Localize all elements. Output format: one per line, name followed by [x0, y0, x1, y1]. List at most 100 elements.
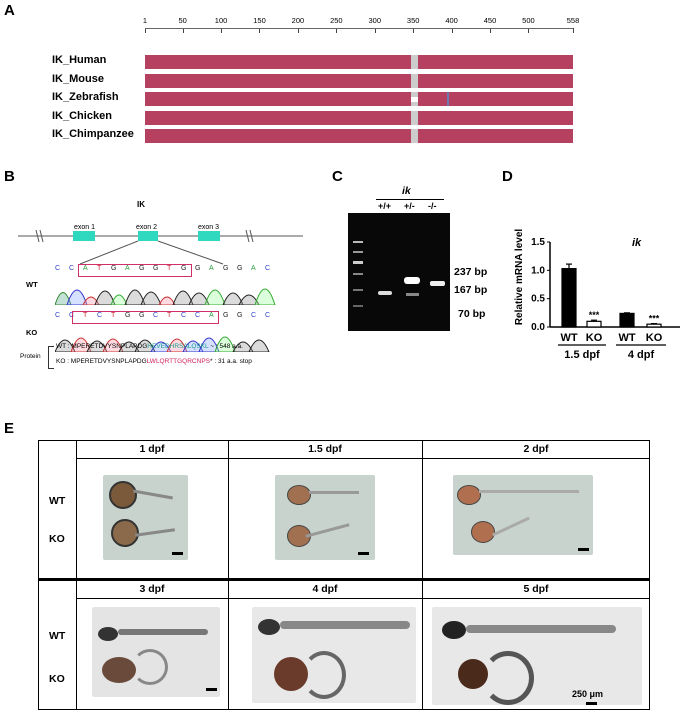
alignment-gap — [411, 92, 418, 106]
sequence-base: G — [223, 265, 229, 272]
ko-protein-suffix: * : 31 a.a. stop — [210, 358, 252, 365]
panel-label-c: C — [332, 168, 343, 185]
sequence-base: G — [181, 265, 187, 272]
x-category-label: KO — [586, 332, 603, 344]
ruler-tick — [451, 28, 453, 33]
y-axis-label: Relative mRNA level — [514, 229, 525, 326]
ruler-tick — [182, 28, 184, 33]
sequence-base: T — [97, 265, 102, 272]
row-ko-top: KO — [49, 533, 65, 545]
alignment-bar — [145, 129, 573, 143]
sequence-base: A — [251, 265, 256, 272]
sequence-base: A — [209, 312, 214, 319]
ruler-tick — [336, 28, 338, 33]
gene-name-label: IK — [137, 200, 145, 209]
sequence-base: T — [83, 312, 88, 319]
gel-image — [348, 213, 450, 331]
ruler-tick-label: 200 — [291, 16, 305, 25]
sequence-base: A — [125, 265, 130, 272]
embryo-image-5dpf — [432, 607, 642, 705]
species-label: IK_Chimpanzee — [52, 128, 134, 140]
alignment-ruler: 1 50 100 150 200 250 300 350 400 450 500 558 — [0, 0, 685, 40]
ruler-tick-label: 500 — [522, 16, 535, 25]
gel-lane-bracket — [376, 199, 444, 200]
panel-label-a: A — [4, 2, 15, 19]
ruler-tick-label: 300 — [368, 16, 382, 25]
x-category-label: KO — [646, 332, 663, 344]
sequence-base: C — [69, 312, 75, 319]
embryo-image-3dpf — [92, 607, 220, 697]
wt-protein-line: WT : MPERETDVYSNPLAPDGHEVEDHRSALQSKL ~ :… — [56, 343, 243, 350]
stage-2dpf-header: 2 dpf — [523, 443, 549, 455]
stage-3dpf-header: 3 dpf — [139, 583, 165, 595]
ruler-tick — [145, 28, 146, 33]
ruler-tick-label: 100 — [214, 16, 228, 25]
ruler-tick — [297, 28, 299, 33]
sequence-base: G — [111, 265, 117, 272]
scale-bar — [172, 552, 183, 555]
ruler-tick — [374, 28, 376, 33]
species-label: IK_Chicken — [52, 109, 112, 122]
ruler-tick — [573, 28, 574, 33]
sequence-base: C — [69, 265, 75, 272]
lane-wt-label: +/+ — [378, 201, 392, 211]
chart-title: ik — [632, 237, 642, 249]
sequence-base: C — [251, 312, 257, 319]
band-167-label: 167 bp — [454, 284, 488, 296]
ko-row-label: KO — [26, 328, 38, 337]
exon-3-label: exon 3 — [198, 224, 220, 231]
ruler-tick-label: 450 — [483, 16, 497, 25]
species-label: IK_Mouse — [52, 72, 104, 85]
scale-bar — [358, 552, 369, 555]
sequence-base: G — [139, 265, 145, 272]
row-ko-bottom: KO — [49, 673, 65, 685]
stage-5dpf-header: 5 dpf — [523, 583, 549, 595]
sequence-base: T — [167, 265, 172, 272]
scale-bar — [206, 688, 217, 691]
sequence-base: A — [209, 265, 214, 272]
sequence-base: C — [55, 312, 61, 319]
significance-mark: *** — [589, 310, 600, 320]
stage-4dpf-header: 4 dpf — [312, 583, 338, 595]
stage-1-5dpf-header: 1.5 dpf — [308, 443, 342, 455]
sequence-base: T — [167, 312, 172, 319]
sequence-base: C — [153, 312, 159, 319]
gel-gene-label: ik — [402, 185, 411, 197]
ruler-tick-label: 1 — [142, 16, 148, 25]
ruler-tick-label: 250 — [330, 16, 343, 25]
ruler-tick — [221, 28, 223, 33]
sequence-base: G — [195, 265, 201, 272]
alignment-bar — [145, 55, 573, 69]
species-label: IK_Zebrafish — [52, 91, 119, 103]
scale-bar — [586, 702, 597, 705]
sequence-base: G — [237, 265, 243, 272]
y-tick-label: 1.0 — [531, 265, 545, 276]
ruler-tick-label: 350 — [406, 16, 420, 25]
sequence-base: C — [55, 265, 61, 272]
ruler-tick-label: 400 — [445, 16, 458, 25]
alignment-bar — [145, 110, 573, 125]
ruler-tick — [528, 28, 530, 33]
panel-label-e: E — [4, 420, 15, 437]
ruler-line — [145, 28, 573, 29]
sequence-base: C — [97, 312, 103, 319]
ruler-tick — [259, 28, 261, 33]
embryo-image-4dpf — [252, 607, 416, 703]
y-tick-label: 0.5 — [531, 294, 545, 305]
bar — [619, 312, 635, 328]
ruler-tick-label: 50 — [178, 16, 187, 25]
x-category-label: WT — [560, 332, 577, 344]
embryo-image-1dpf — [103, 475, 188, 560]
ko-chromatogram — [55, 336, 270, 352]
protein-bracket — [48, 346, 54, 369]
alignment-gap — [411, 73, 418, 88]
protein-label: Protein — [20, 353, 41, 360]
y-tick-label: 0.0 — [531, 322, 545, 333]
group-label: 1.5 dpf — [564, 349, 600, 361]
species-label: IK_Human — [52, 54, 107, 66]
ruler-tick — [413, 28, 415, 33]
stage-1dpf-header: 1 dpf — [139, 443, 165, 455]
row-wt-bottom: WT — [49, 630, 66, 642]
wt-protein-prefix: WT : MPERETDVYSNPLAPDG — [56, 343, 148, 350]
bar — [646, 323, 662, 328]
